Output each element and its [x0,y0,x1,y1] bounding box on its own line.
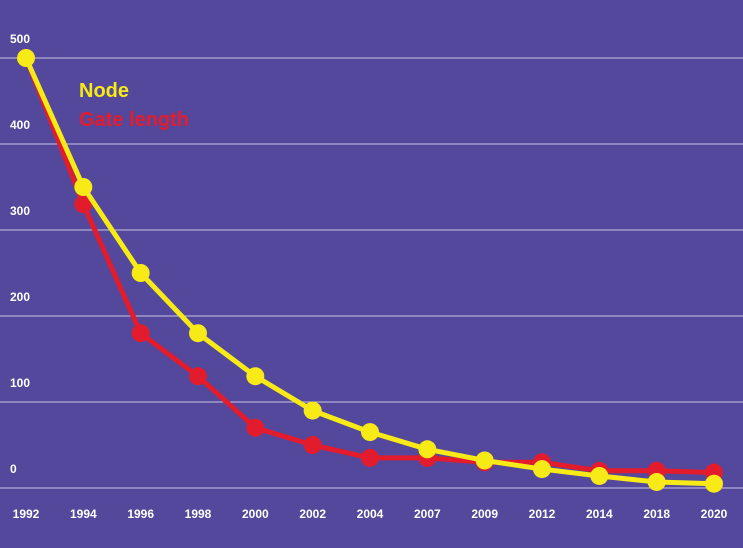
series-node [17,49,723,493]
x-tick-label: 2020 [701,507,728,521]
x-tick-label: 2002 [299,507,326,521]
data-point [189,367,207,386]
legend-gate-length: Gate length [79,109,189,131]
x-tick-label: 2009 [471,507,498,521]
data-point [361,423,379,442]
data-point [189,324,207,343]
data-point [246,418,265,437]
y-tick-label: 400 [10,118,30,132]
data-point [131,264,150,282]
data-point [131,324,150,343]
x-tick-label: 2000 [242,507,269,521]
data-point [74,178,93,196]
y-axis-ticks: 0 100 200 300 400 500 [10,32,30,476]
x-tick-label: 2004 [357,507,384,521]
data-point [361,448,379,467]
x-tick-label: 1998 [185,507,212,521]
x-tick-label: 1992 [13,507,40,521]
x-tick-label: 2012 [529,507,556,521]
y-tick-label: 300 [10,204,30,218]
y-tick-label: 500 [10,32,30,46]
legend-node: Node [79,80,129,102]
data-point [647,472,666,491]
data-point [74,195,93,214]
x-tick-label: 1994 [70,507,97,521]
data-point [303,401,322,420]
x-tick-label: 2018 [643,507,670,521]
y-tick-label: 200 [10,290,30,304]
y-tick-label: 0 [10,462,17,476]
data-point [590,466,609,485]
x-tick-label: 1996 [127,507,154,521]
data-point [246,367,265,386]
series-lines [17,49,723,493]
legend: Node Gate length [79,80,189,131]
data-point [533,460,551,479]
data-point [475,451,494,470]
data-point [303,436,322,454]
series-gate-length [17,49,723,482]
data-point [418,440,437,459]
x-tick-label: 2007 [414,507,441,521]
grid-lines [0,57,743,489]
y-tick-label: 100 [10,376,30,390]
data-point [17,49,35,67]
x-tick-label: 2014 [586,507,613,521]
data-point [705,474,723,493]
x-axis-ticks: 1992 1994 1996 1998 2000 2002 2004 2007 2009 2012… [13,507,728,521]
